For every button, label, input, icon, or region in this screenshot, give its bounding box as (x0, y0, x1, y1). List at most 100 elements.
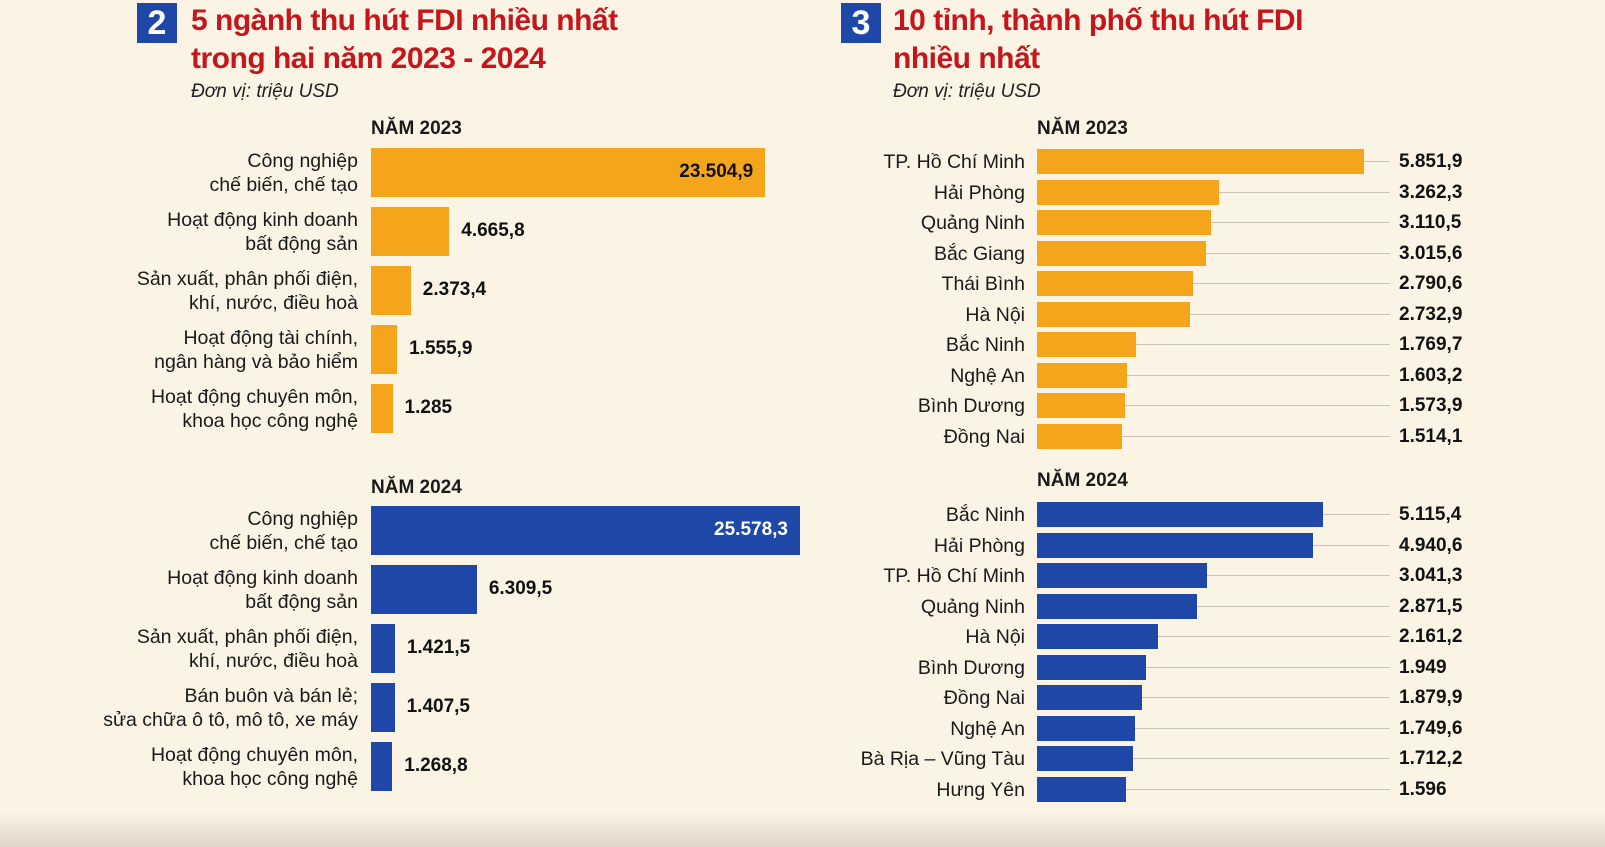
chart-year-label: NĂM 2024 (1037, 470, 1128, 491)
bar (371, 683, 395, 732)
category-label: Quảng Ninh (920, 212, 1025, 234)
category-label: Quảng Ninh (920, 595, 1025, 618)
bar (371, 565, 477, 614)
bar (1037, 624, 1158, 649)
data-label: 1.879,9 (1399, 687, 1463, 708)
category-label: Hải Phòng (933, 534, 1025, 557)
chart-number-badge-2: 2 (137, 3, 177, 43)
leader-line (1037, 374, 1390, 376)
data-label: 5.851,9 (1399, 151, 1463, 172)
data-label: 1.949 (1399, 656, 1447, 678)
leader-line (1037, 605, 1390, 607)
data-label: 3.262,3 (1399, 181, 1463, 203)
data-label: 2.732,9 (1399, 303, 1463, 325)
category-label: Hoạt động chuyên môn, khoa học công nghệ (150, 386, 358, 432)
data-label: 3.110,5 (1399, 212, 1462, 233)
right-chart-title-line2: nhiều nhất (893, 42, 1040, 75)
category-label: Công nghiệp chế biến, chế tạo (209, 508, 358, 554)
bar (371, 207, 450, 256)
category-label: Hoạt động kinh doanh bất động sản (167, 567, 358, 613)
data-label: 2.871,5 (1399, 595, 1463, 617)
bar (371, 384, 393, 433)
data-label: 1.769,7 (1399, 334, 1463, 355)
left-chart-unit: Đơn vị: triệu USD (191, 81, 339, 102)
data-label: 1.421,5 (406, 637, 471, 658)
category-label: Bình Dương (917, 395, 1025, 417)
bar (1037, 240, 1206, 266)
category-label: Đồng Nai (943, 425, 1025, 448)
category-label: Bán buôn và bán lẻ; sửa chữa ô tô, mô tô,… (103, 685, 358, 731)
bar (1037, 563, 1207, 588)
data-label: 4.940,6 (1399, 534, 1463, 556)
leader-line (1037, 575, 1390, 576)
right-chart-title-line1: 10 tỉnh, thành phố thu hút FDI (893, 4, 1303, 37)
bar (371, 742, 393, 791)
category-label: TP. Hồ Chí Minh (883, 565, 1025, 587)
bar (1037, 362, 1127, 388)
category-label: Hoạt động kinh doanh bất động sản (167, 209, 358, 255)
data-label: 25.578,3 (714, 519, 788, 540)
category-label: Hà Nội (965, 626, 1025, 648)
data-label: 1.555,9 (409, 338, 473, 359)
category-label: Hải Phòng (933, 181, 1025, 204)
leader-line (1037, 252, 1390, 254)
bar (371, 624, 395, 673)
chart-year-label: NĂM 2023 (371, 118, 462, 139)
chart-number-badge-3: 3 (841, 3, 881, 43)
data-label: 23.504,9 (679, 161, 754, 182)
data-label: 3.015,6 (1399, 242, 1463, 264)
bar (1037, 271, 1193, 296)
bar (1037, 715, 1135, 741)
data-label: 5.115,4 (1399, 504, 1462, 525)
data-label: 1.749,6 (1399, 717, 1463, 739)
category-label: Hoạt động tài chính, ngân hàng và bảo hiể… (154, 327, 358, 373)
category-label: TP. Hồ Chí Minh (883, 151, 1025, 173)
leader-line (1037, 636, 1390, 637)
data-label: 1.573,9 (1399, 395, 1463, 416)
chart-year-label: NĂM 2024 (371, 477, 462, 498)
leader-line (1037, 435, 1390, 437)
bottom-shadow (0, 813, 1605, 847)
data-label: 4.665,8 (461, 220, 525, 241)
category-label: Thái Bình (941, 273, 1025, 295)
leader-line (1037, 697, 1390, 698)
leader-line (1037, 313, 1390, 315)
bar (371, 266, 411, 315)
bar (1037, 593, 1198, 619)
bar (1037, 301, 1190, 327)
category-label: Bắc Giang (933, 242, 1025, 265)
leader-line (1037, 788, 1390, 790)
data-label: 6.309,5 (488, 578, 553, 599)
data-label: 2.790,6 (1399, 273, 1463, 294)
bar (371, 148, 766, 197)
category-label: Bà Rịa – Vũng Tàu (860, 748, 1025, 770)
bar (1037, 210, 1211, 235)
category-label: Sản xuất, phân phối điện, khí, nước, điều… (136, 626, 358, 672)
data-label: 1.596 (1399, 778, 1447, 800)
leader-line (1037, 666, 1390, 668)
leader-line (1037, 405, 1390, 406)
data-label: 1.712,2 (1399, 748, 1463, 769)
data-label: 1.285 (404, 397, 453, 418)
leader-line (1037, 222, 1390, 223)
category-label: Hà Nội (965, 303, 1025, 326)
left-chart-title-line2: trong hai năm 2023 - 2024 (191, 42, 546, 75)
bar (1037, 502, 1323, 527)
leader-line (1037, 758, 1390, 759)
bar (1037, 746, 1133, 771)
bar (1037, 179, 1220, 205)
data-label: 1.268,8 (404, 755, 468, 776)
category-label: Sản xuất, phân phối điện, khí, nước, điều… (136, 268, 358, 314)
bar (1037, 685, 1143, 710)
leader-line (1037, 727, 1390, 729)
category-label: Công nghiệp chế biến, chế tạo (209, 150, 358, 196)
bar (1037, 776, 1127, 802)
category-label: Bắc Ninh (945, 504, 1025, 526)
bar (1037, 393, 1125, 418)
leader-line (1037, 283, 1390, 284)
data-label: 3.041,3 (1399, 565, 1463, 586)
chart-year-label: NĂM 2023 (1037, 118, 1128, 139)
bar (1037, 332, 1136, 357)
bar (1037, 532, 1314, 558)
bar (1037, 654, 1146, 680)
